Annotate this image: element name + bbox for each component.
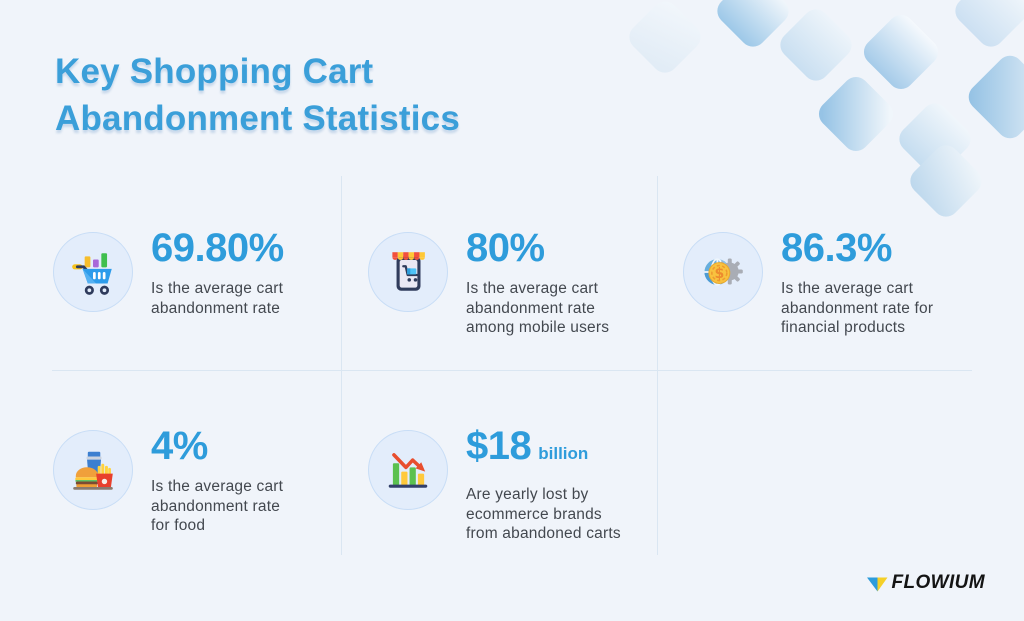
stat-caption: Is the average cart abandonment rate amo… bbox=[466, 280, 610, 336]
divider-vertical-1 bbox=[341, 176, 342, 555]
stat-value: 4% bbox=[151, 424, 208, 468]
page-title: Key Shopping Cart Abandonment Statistics bbox=[55, 48, 460, 142]
fast-food-icon bbox=[53, 430, 133, 510]
stat-caption: Are yearly lost by ecommerce brands from… bbox=[466, 486, 621, 542]
stat-yearly-losses: $18 billion Are yearly lost by ecommerce … bbox=[368, 424, 666, 544]
stat-caption: Is the average cart abandonment rate bbox=[151, 280, 284, 317]
shopping-cart-icon bbox=[53, 232, 133, 312]
finance-globe-gear-icon: $ bbox=[683, 232, 763, 312]
divider-horizontal bbox=[52, 370, 972, 371]
decor-square bbox=[963, 50, 1024, 144]
decor-square bbox=[858, 9, 944, 95]
decor-square bbox=[813, 71, 899, 157]
flowium-logo-text: FLOWIUM bbox=[891, 572, 985, 593]
page-title-line-1: Key Shopping Cart bbox=[55, 52, 374, 91]
stat-mobile-abandonment: 80% Is the average cart abandonment rate… bbox=[368, 226, 666, 338]
divider-vertical-2 bbox=[657, 176, 658, 555]
stat-value: $18 billion bbox=[466, 424, 666, 476]
stat-food-abandonment: 4% Is the average cart abandonment rate … bbox=[53, 424, 351, 536]
flowium-logo: FLOWIUM bbox=[867, 572, 985, 594]
stat-value: 69.80% bbox=[151, 226, 284, 270]
stat-value: 80% bbox=[466, 226, 545, 270]
svg-text:$: $ bbox=[714, 266, 724, 282]
stat-value-number: $18 bbox=[466, 424, 532, 468]
stat-value-suffix: billion bbox=[538, 444, 589, 463]
stat-financial-abandonment: $ 86.3% Is the average cart abandonment … bbox=[683, 226, 981, 338]
stat-caption: Is the average cart abandonment rate for… bbox=[781, 280, 934, 336]
declining-chart-icon bbox=[368, 430, 448, 510]
stat-value: 86.3% bbox=[781, 226, 892, 270]
decor-square bbox=[623, 0, 707, 79]
page-title-line-2: Abandonment Statistics bbox=[55, 99, 461, 138]
mobile-storefront-icon bbox=[368, 232, 448, 312]
stat-average-cart-abandonment: 69.80% Is the average cart abandonment r… bbox=[53, 226, 351, 318]
decor-square bbox=[949, 0, 1024, 53]
flowium-logo-mark-icon bbox=[867, 577, 888, 591]
stat-caption: Is the average cart abandonment rate for… bbox=[151, 478, 284, 534]
